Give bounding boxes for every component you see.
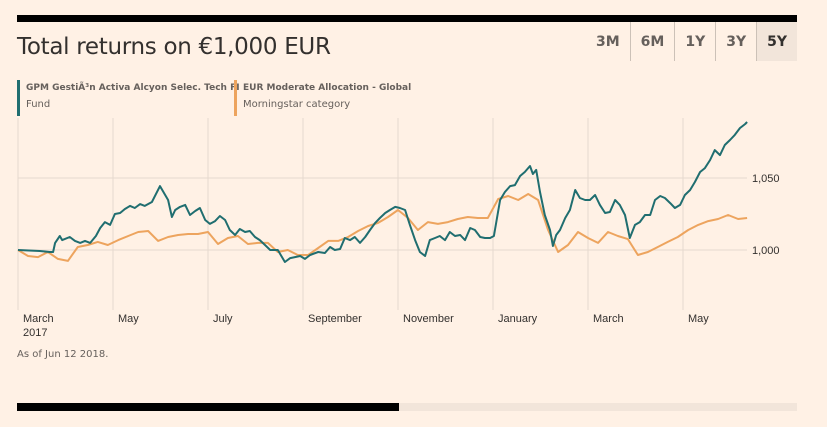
tab-3m[interactable]: 3M — [595, 34, 620, 50]
legend-item-category: EUR Moderate Allocation - Global Morning… — [234, 80, 411, 116]
x-tick-label: May — [118, 313, 139, 325]
page-title: Total returns on €1,000 EUR — [17, 34, 331, 60]
fund-series-line — [17, 121, 748, 263]
tab-6m[interactable]: 6M — [629, 22, 675, 61]
y-axis-labels: 1,000 1,050 — [752, 173, 780, 257]
category-series-line — [17, 193, 748, 262]
x-tick-label: March — [593, 313, 624, 325]
scrollbar-thumb[interactable] — [17, 403, 400, 411]
top-rule — [17, 15, 797, 22]
tab-5y[interactable]: 5Y — [756, 22, 797, 61]
x-tick-sublabel: 2017 — [23, 327, 47, 339]
legend-fund-type: Fund — [26, 99, 51, 110]
y-tick-label: 1,000 — [752, 245, 780, 257]
x-tick-label: September — [308, 313, 362, 325]
chart-lines — [17, 121, 748, 263]
as-of-date: As of Jun 12 2018. — [17, 349, 109, 360]
x-tick-label: May — [688, 313, 709, 325]
legend-category-name: EUR Moderate Allocation - Global — [243, 83, 412, 93]
x-tick-label: November — [403, 313, 454, 325]
range-tabs: 3M 6M 1Y 3Y 5Y — [586, 22, 797, 61]
x-tick-label: July — [213, 313, 233, 325]
scrollbar-track[interactable] — [17, 403, 797, 411]
legend-category-type: Morningstar category — [243, 99, 351, 110]
x-axis-labels: March 2017 May July September November January… — [23, 313, 709, 339]
tab-3y[interactable]: 3Y — [715, 22, 756, 61]
tab-1y[interactable]: 1Y — [674, 22, 715, 61]
legend-fund-name: GPM GestiÃ³n Activa Alcyon Selec. Tech F… — [26, 83, 240, 93]
chart-grid — [17, 118, 747, 310]
x-tick-label: March — [23, 313, 54, 325]
y-tick-label: 1,050 — [752, 173, 780, 185]
legend-item-fund: GPM GestiÃ³n Activa Alcyon Selec. Tech F… — [17, 80, 240, 116]
x-tick-label: January — [498, 313, 538, 325]
